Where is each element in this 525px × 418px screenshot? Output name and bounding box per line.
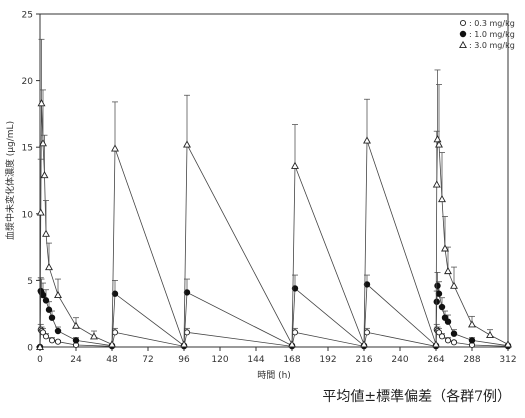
y-tick-label: 20 xyxy=(22,77,34,87)
x-tick-label: 240 xyxy=(391,355,408,365)
data-point-3 xyxy=(288,340,296,348)
data-point-2 xyxy=(433,298,440,305)
x-tick-label: 144 xyxy=(247,355,264,365)
x-tick-label: 24 xyxy=(70,355,82,365)
data-point-2 xyxy=(435,290,443,297)
data-point-3 xyxy=(39,139,47,147)
data-point-3 xyxy=(111,144,119,152)
legend-label-2: : 1.0 mg/kg xyxy=(469,30,515,39)
data-point-3 xyxy=(291,161,299,169)
legend-marker-1 xyxy=(459,19,467,27)
data-point-3 xyxy=(450,281,458,289)
legend-marker-3 xyxy=(459,40,467,49)
x-tick-label: 72 xyxy=(142,355,153,365)
data-point-3 xyxy=(468,320,476,328)
x-tick-label: 120 xyxy=(211,355,228,365)
plot-frame xyxy=(39,13,509,348)
data-point-2 xyxy=(42,297,50,304)
data-point-2 xyxy=(54,327,62,335)
x-tick-label: 312 xyxy=(499,355,516,365)
data-point-1 xyxy=(54,338,62,345)
data-point-3 xyxy=(504,340,512,348)
x-tick-label: 288 xyxy=(463,355,480,365)
data-point-2 xyxy=(111,290,119,297)
x-tick-label: 48 xyxy=(106,355,118,365)
data-point-2 xyxy=(45,306,53,313)
y-tick-label: 15 xyxy=(22,144,33,154)
x-tick-label: 168 xyxy=(283,355,300,365)
data-point-1 xyxy=(48,337,56,344)
data-point-2 xyxy=(72,337,80,344)
y-tick-label: 10 xyxy=(22,210,34,220)
data-point-3 xyxy=(360,340,368,348)
data-point-2 xyxy=(183,289,191,296)
data-point-2 xyxy=(434,282,441,289)
data-point-3 xyxy=(432,180,441,188)
data-point-3 xyxy=(90,332,98,340)
data-point-3 xyxy=(433,135,442,143)
y-tick-label: 5 xyxy=(27,277,33,287)
x-axis-label: 時間 (h) xyxy=(257,370,291,381)
x-tick-label: 96 xyxy=(178,355,190,365)
legend-label-1: : 0.3 mg/kg xyxy=(469,19,515,28)
data-point-3 xyxy=(444,266,452,275)
data-point-3 xyxy=(37,99,46,107)
data-point-3 xyxy=(36,208,45,216)
data-point-3 xyxy=(441,244,449,252)
legend-label-3: : 3.0 mg/kg xyxy=(469,41,515,50)
data-point-3 xyxy=(45,262,53,271)
data-point-3 xyxy=(108,340,116,348)
data-point-3 xyxy=(363,136,371,144)
data-point-3 xyxy=(183,140,191,148)
data-point-1 xyxy=(444,337,452,344)
data-point-1 xyxy=(42,333,50,340)
x-tick-label: 216 xyxy=(355,355,372,365)
data-point-2 xyxy=(450,330,458,337)
data-point-2 xyxy=(39,291,47,299)
data-point-3 xyxy=(72,321,80,329)
legend-marker-2 xyxy=(459,30,467,38)
y-tick-label: 0 xyxy=(27,344,33,354)
data-point-3 xyxy=(54,290,62,299)
data-point-1 xyxy=(438,333,446,340)
data-point-1 xyxy=(450,339,458,346)
data-point-2 xyxy=(468,337,476,344)
data-point-3 xyxy=(42,229,50,237)
data-point-3 xyxy=(40,171,49,179)
data-point-2 xyxy=(291,285,299,292)
data-point-3 xyxy=(36,342,44,351)
data-point-3 xyxy=(180,340,188,348)
data-point-2 xyxy=(363,281,371,288)
data-point-2 xyxy=(438,303,446,311)
data-point-2 xyxy=(48,314,56,321)
x-tick-label: 264 xyxy=(427,355,444,365)
x-tick-label: 0 xyxy=(37,355,43,365)
y-tick-label: 25 xyxy=(22,11,33,21)
data-point-3 xyxy=(432,340,440,348)
data-point-2 xyxy=(444,318,452,325)
data-point-1 xyxy=(363,329,371,336)
data-point-3 xyxy=(438,195,446,203)
data-point-3 xyxy=(435,140,443,148)
data-point-3 xyxy=(486,330,494,339)
x-tick-label: 192 xyxy=(319,355,336,365)
footnote: 平均値±標準偏差（各群7例） xyxy=(322,389,511,405)
y-axis-label: 血漿中未変化体濃度 (μg/mL) xyxy=(4,121,16,240)
